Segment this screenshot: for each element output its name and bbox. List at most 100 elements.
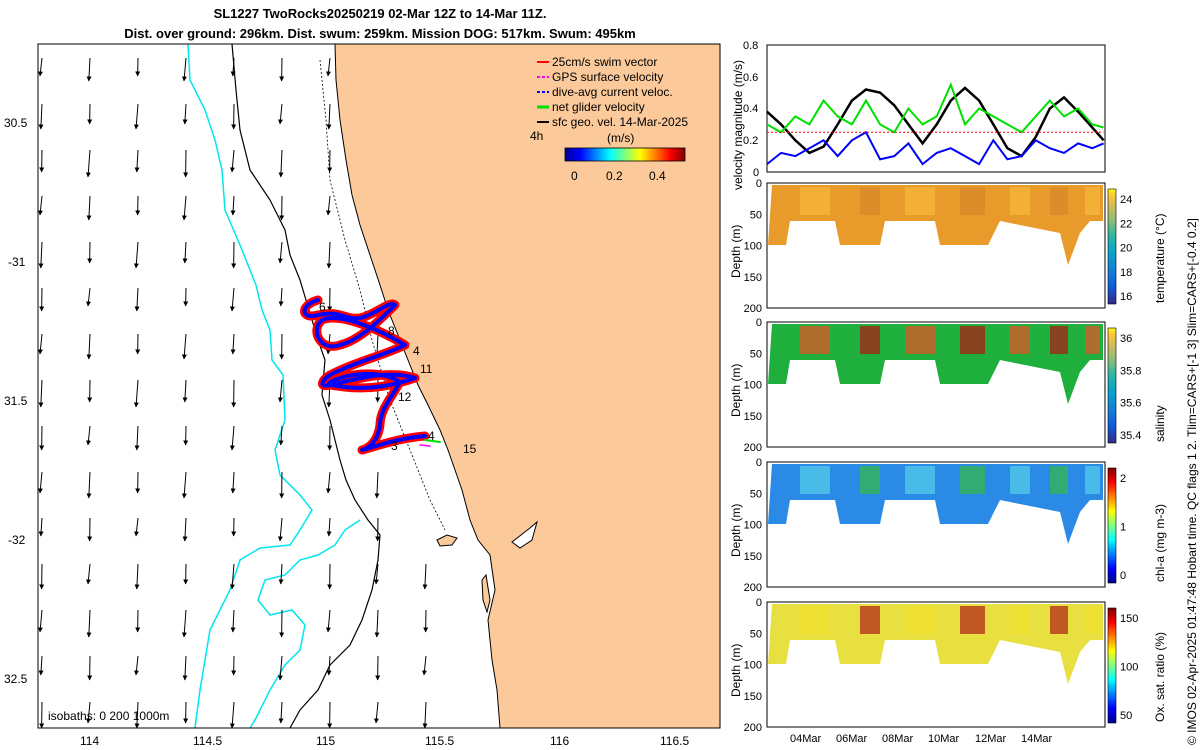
section-band-2-2 — [905, 466, 935, 494]
current-arrow-15 — [85, 149, 91, 178]
depth-tick-0-2: 100 — [744, 241, 762, 253]
current-arrow-113 — [229, 701, 235, 728]
colorbar-tick-3-1: 100 — [1120, 662, 1138, 674]
vel-ytick-3: 0.6 — [743, 72, 758, 84]
current-arrow-76 — [134, 517, 139, 537]
section-band-0-0 — [800, 187, 830, 215]
section-band-0-1 — [860, 187, 880, 215]
section-band-1-2 — [905, 326, 935, 354]
depth-tick-0-1: 50 — [750, 209, 762, 221]
current-arrow-94 — [181, 609, 187, 638]
current-arrow-40 — [278, 287, 284, 307]
current-arrow-74 — [38, 517, 44, 537]
section-band-1-6 — [1085, 326, 1100, 354]
colorbar-0 — [1107, 188, 1117, 305]
colorbar-title: (m/s) — [607, 131, 634, 145]
depth-tick-3-4: 200 — [744, 722, 762, 734]
date-tick-3: 10Mar — [928, 733, 960, 745]
section-band-1-0 — [800, 326, 830, 354]
section-band-0-6 — [1085, 187, 1100, 215]
depth-tick-1-3: 150 — [744, 411, 762, 423]
current-arrow-103 — [182, 655, 188, 681]
depth-tick-2-3: 150 — [744, 551, 762, 563]
current-arrow-50 — [38, 379, 44, 408]
velocity-lines — [766, 82, 1105, 166]
current-arrow-62 — [229, 425, 235, 451]
colorbar-tick-1-2: 35.6 — [1120, 398, 1141, 410]
day-label-4: 4 — [413, 344, 420, 358]
section-band-0-4 — [1010, 187, 1030, 215]
section-band-1-4 — [1010, 326, 1030, 354]
map-x-tick-0: 114 — [80, 734, 99, 748]
current-arrow-90 — [422, 563, 428, 590]
current-arrow-59 — [85, 425, 91, 446]
current-arrow-3 — [181, 57, 187, 82]
current-arrow-95 — [230, 609, 236, 633]
vel-ytick-1: 0.2 — [743, 135, 758, 147]
garden-island — [481, 573, 491, 614]
colorbar-label-1: salinity — [1153, 405, 1167, 442]
colorbar-tick-0: 0 — [571, 169, 578, 183]
vel-ytick-4: 0.8 — [743, 40, 758, 52]
legend-label-0: 25cm/s swim vector — [552, 55, 657, 69]
colorbar-tick-1: 0.2 — [606, 169, 623, 183]
current-arrow-77 — [182, 517, 188, 542]
map-x-tick-2: 115 — [316, 734, 335, 748]
current-arrow-25 — [230, 195, 236, 216]
current-arrow-13 — [326, 103, 332, 130]
colorbar-label-2: chl-a (mg m-3) — [1153, 504, 1167, 582]
depth-label-1: Depth (m) — [729, 364, 743, 417]
current-arrow-6 — [326, 57, 331, 77]
section-band-2-3 — [960, 466, 985, 494]
current-arrow-60 — [134, 425, 140, 451]
current-arrow-87 — [278, 563, 284, 585]
current-arrow-34 — [326, 241, 332, 269]
current-arrow-72 — [325, 471, 331, 494]
colorbar-tick-3-0: 150 — [1120, 613, 1138, 625]
section-band-3-1 — [860, 606, 880, 634]
date-tick-0: 04Mar — [790, 733, 822, 745]
depth-tick-2-2: 100 — [744, 520, 762, 532]
map-y-tick-4: 32.5 — [4, 672, 28, 686]
section-band-2-1 — [860, 466, 880, 494]
depth-tick-1-0: 0 — [756, 317, 762, 329]
current-arrow-79 — [277, 517, 283, 542]
current-arrow-116 — [373, 701, 379, 724]
day-label-3: 3 — [391, 439, 398, 453]
current-arrow-110 — [85, 701, 91, 724]
current-arrow-1 — [86, 57, 92, 82]
section-band-3-3 — [960, 606, 985, 634]
vel-ytick-2: 0.4 — [743, 103, 758, 115]
colorbar-tick-0-1: 22 — [1120, 218, 1132, 230]
day-label-8: 8 — [388, 324, 395, 338]
depth-tick-3-2: 100 — [744, 660, 762, 672]
rottnest-island — [436, 534, 458, 547]
section-band-2-5 — [1050, 466, 1068, 494]
vel-series-1 — [766, 82, 1104, 134]
section-band-3-0 — [800, 606, 830, 634]
current-arrow-108 — [421, 655, 427, 676]
date-tick-4: 12Mar — [975, 733, 1007, 745]
depth-tick-1-1: 50 — [750, 348, 762, 360]
section-band-1-1 — [860, 326, 880, 354]
current-arrow-42 — [38, 333, 43, 355]
colorbar-tick-2-1: 1 — [1120, 522, 1126, 534]
colorbar-tick-2: 0.4 — [649, 169, 666, 183]
glider-track — [300, 295, 441, 455]
map-y-axis: 30.5 -31 31.5 -32 32.5 — [4, 116, 28, 686]
current-arrow-46 — [230, 333, 236, 355]
depth-label-3: Depth (m) — [729, 644, 743, 697]
figure-title-line2: Dist. over ground: 296km. Dist. swum: 25… — [124, 26, 636, 41]
section-band-3-4 — [1010, 606, 1030, 634]
current-arrow-21 — [38, 195, 43, 216]
map-x-tick-3: 115.5 — [425, 734, 454, 748]
map-x-tick-1: 114.5 — [193, 734, 222, 748]
current-arrow-28 — [38, 241, 44, 269]
depth-label-0: Depth (m) — [729, 225, 743, 278]
map-y-tick-2: 31.5 — [4, 394, 28, 408]
current-arrow-27 — [325, 195, 331, 216]
section-band-1-5 — [1050, 326, 1068, 354]
colorbar-tick-3-2: 50 — [1120, 710, 1132, 722]
